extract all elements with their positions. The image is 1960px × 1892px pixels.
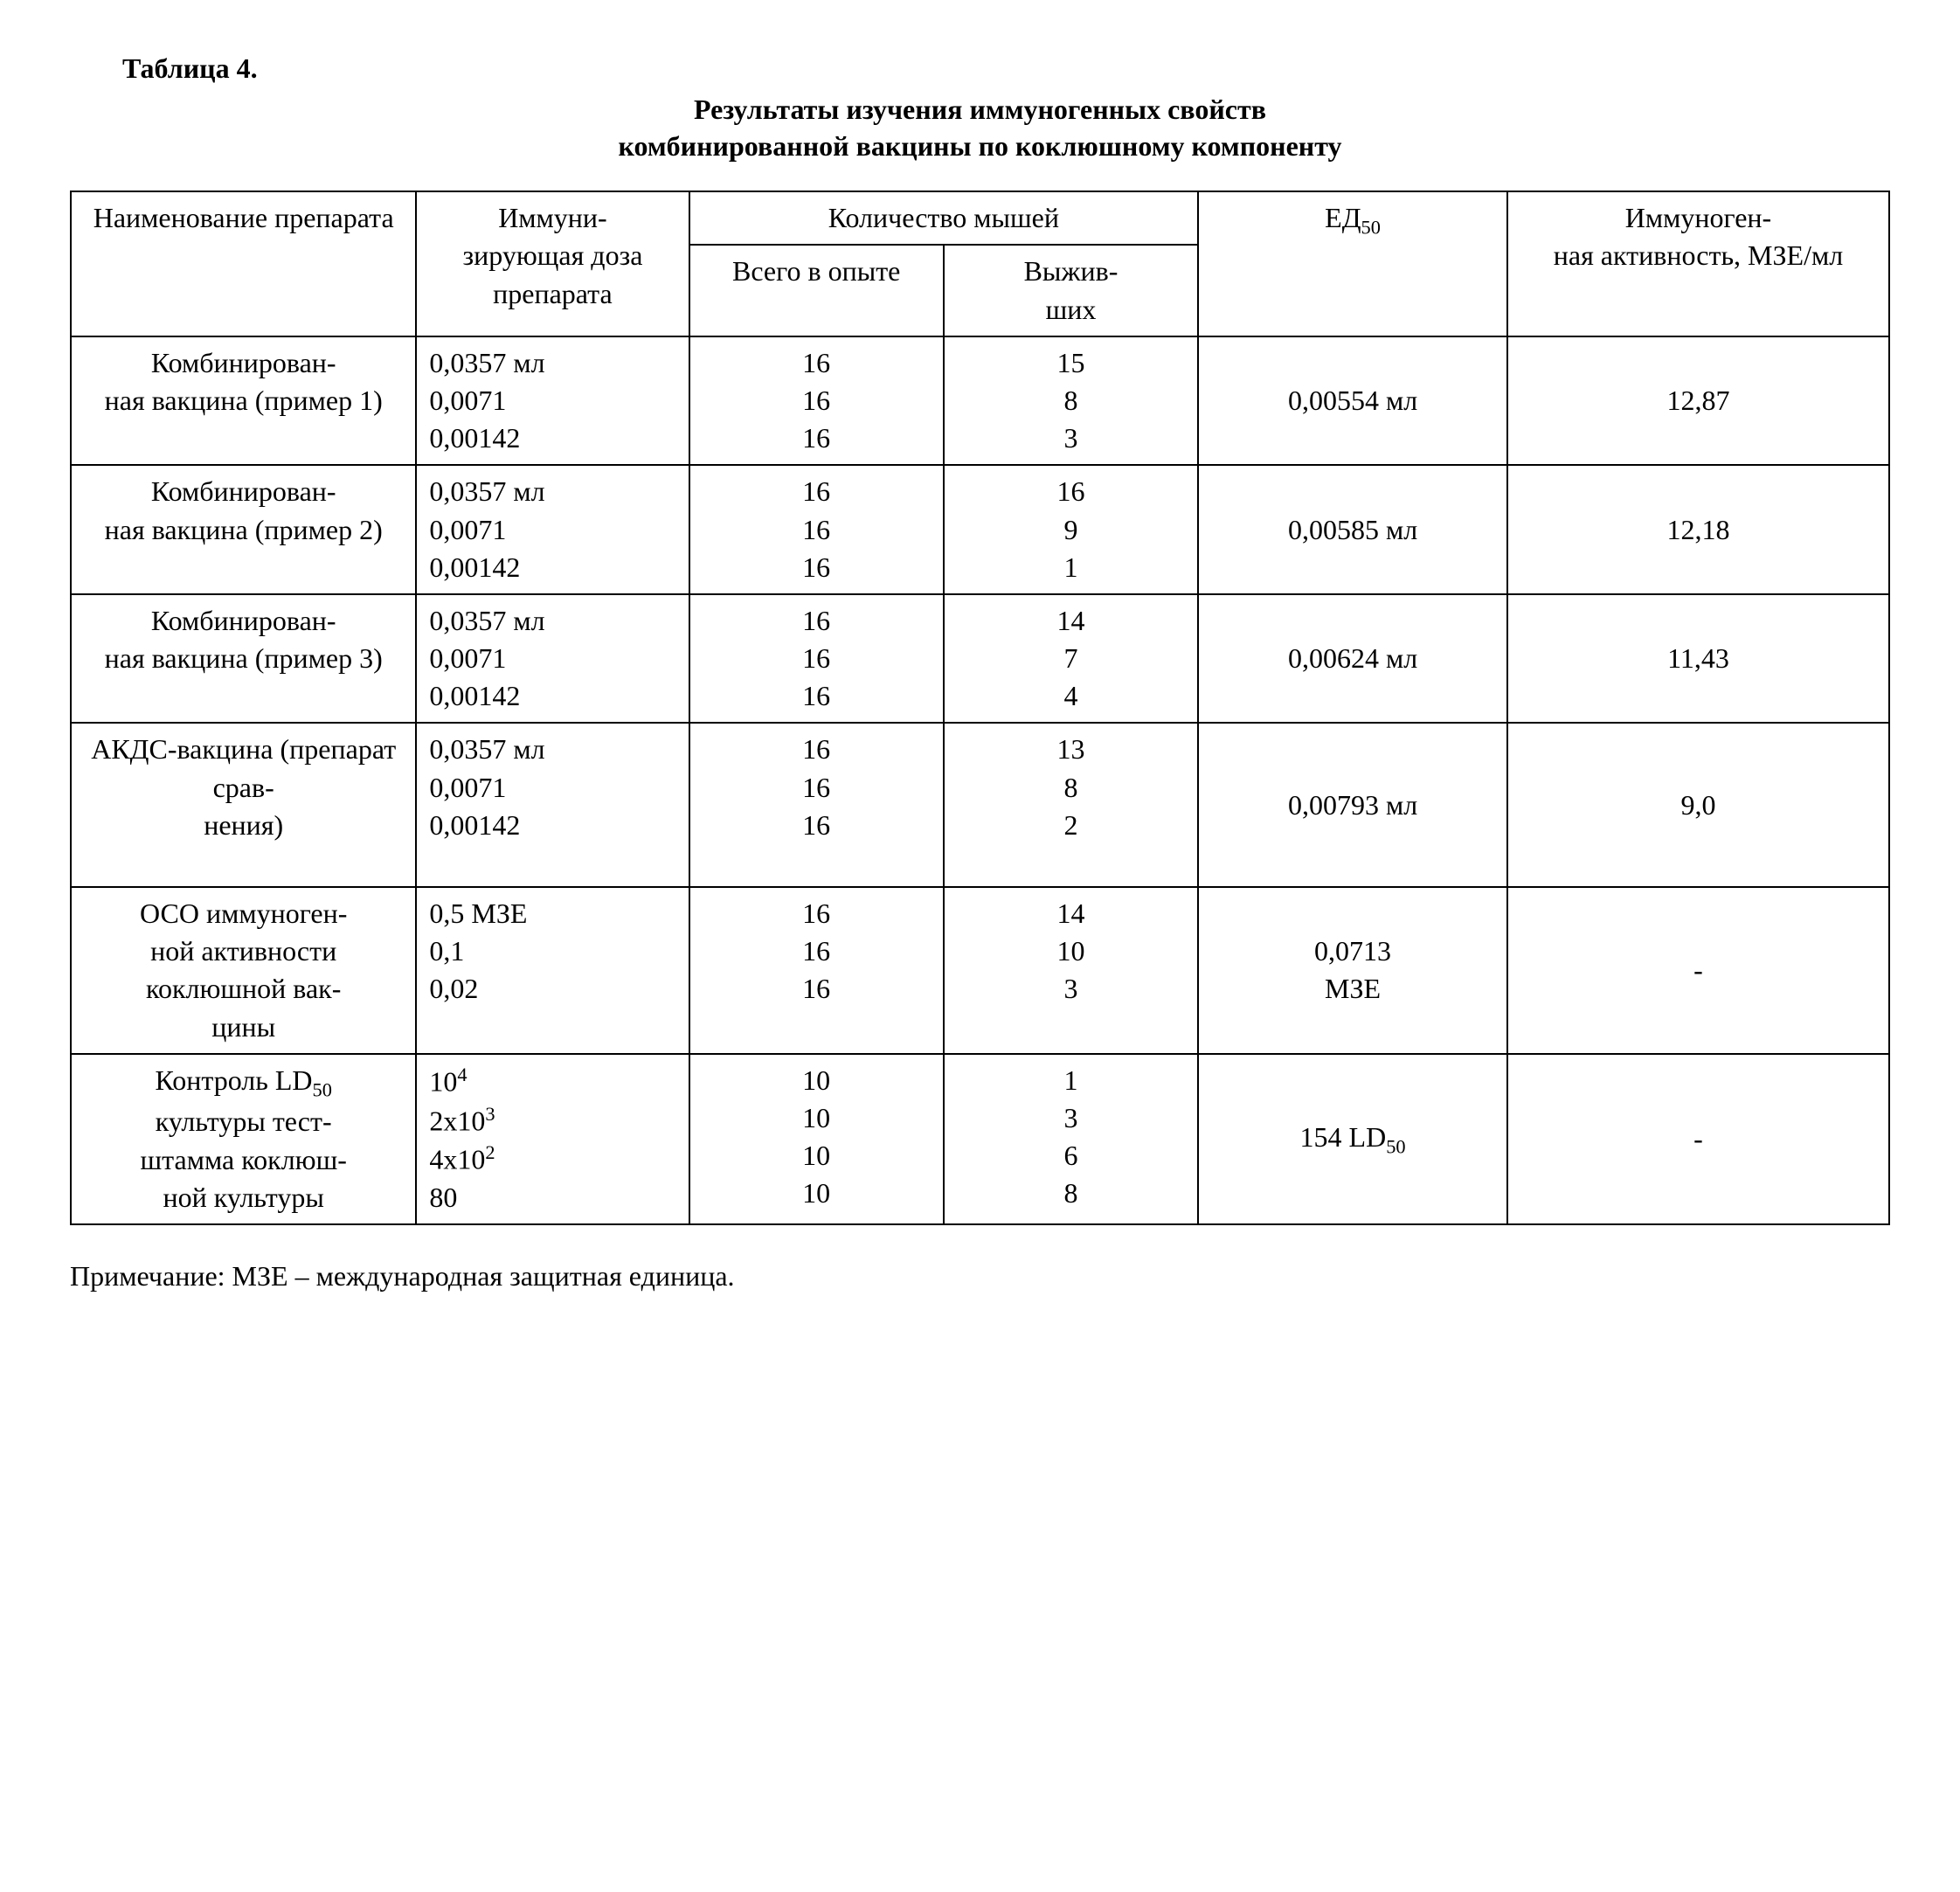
header-mice-surv: Выжив-ших	[944, 245, 1198, 336]
cell-ed50: 0,00554 мл	[1198, 336, 1507, 466]
cell-activity: 11,43	[1507, 594, 1889, 724]
header-activity: Иммуноген-ная активность, МЗЕ/мл	[1507, 191, 1889, 336]
title-line-2: комбинированной вакцины по коклюшному ко…	[618, 130, 1341, 162]
table-cell: 0,0357 мл0,00710,00142	[416, 336, 689, 466]
table-row: АКДС-вакцина (препарат срав-нения)0,0357…	[71, 723, 1889, 887]
table-cell: 161616	[689, 594, 944, 724]
table-cell: 0,0357 мл0,00710,00142	[416, 594, 689, 724]
table-cell: 10101010	[689, 1054, 944, 1225]
cell-name: Комбинирован-ная вакцина (пример 3)	[71, 594, 416, 724]
table-cell: 1583	[944, 336, 1198, 466]
table-row: Комбинирован-ная вакцина (пример 3)0,035…	[71, 594, 1889, 724]
cell-ed50: 0,00585 мл	[1198, 465, 1507, 594]
header-ed50-sub: 50	[1361, 217, 1381, 239]
cell-name: Контроль LD50культуры тест-штамма коклюш…	[71, 1054, 416, 1225]
table-cell: 1474	[944, 594, 1198, 724]
table-cell: 0,0357 мл0,00710,00142	[416, 723, 689, 887]
table-body: Комбинирован-ная вакцина (пример 1)0,035…	[71, 336, 1889, 1225]
header-mice-total: Всего в опыте	[689, 245, 944, 336]
table-row: Комбинирован-ная вакцина (пример 1)0,035…	[71, 336, 1889, 466]
header-name: Наименование препарата	[71, 191, 416, 336]
header-mice-group: Количество мышей	[689, 191, 1199, 245]
results-table: Наименование препарата Иммуни-зирующая д…	[70, 191, 1890, 1225]
cell-ed50: 0,0713МЗЕ	[1198, 887, 1507, 1054]
cell-activity: -	[1507, 887, 1889, 1054]
table-row: ОСО иммуноген-ной активности коклюшной в…	[71, 887, 1889, 1054]
table-cell: 161616	[689, 465, 944, 594]
table-cell: 161616	[689, 723, 944, 887]
table-cell: 1382	[944, 723, 1198, 887]
cell-activity: 9,0	[1507, 723, 1889, 887]
header-ed50: ЕД50	[1198, 191, 1507, 336]
cell-ed50: 0,00793 мл	[1198, 723, 1507, 887]
table-cell: 14103	[944, 887, 1198, 1054]
cell-activity: 12,87	[1507, 336, 1889, 466]
cell-name: АКДС-вакцина (препарат срав-нения)	[71, 723, 416, 887]
title-line-1: Результаты изучения иммуногенных свойств	[694, 94, 1266, 125]
cell-name: Комбинирован-ная вакцина (пример 1)	[71, 336, 416, 466]
table-cell: 1691	[944, 465, 1198, 594]
table-cell: 1368	[944, 1054, 1198, 1225]
cell-ed50: 0,00624 мл	[1198, 594, 1507, 724]
header-row-1: Наименование препарата Иммуни-зирующая д…	[71, 191, 1889, 245]
table-cell: 161616	[689, 887, 944, 1054]
cell-activity: 12,18	[1507, 465, 1889, 594]
table-cell: 0,0357 мл0,00710,00142	[416, 465, 689, 594]
page-title: Результаты изучения иммуногенных свойств…	[70, 92, 1890, 164]
table-row: Комбинирован-ная вакцина (пример 2)0,035…	[71, 465, 1889, 594]
cell-name: Комбинирован-ная вакцина (пример 2)	[71, 465, 416, 594]
cell-ed50: 154 LD50	[1198, 1054, 1507, 1225]
table-cell: 161616	[689, 336, 944, 466]
cell-name: ОСО иммуноген-ной активности коклюшной в…	[71, 887, 416, 1054]
footnote: Примечание: МЗЕ – международная защитная…	[70, 1260, 1890, 1293]
table-cell: 0,5 МЗЕ0,10,02	[416, 887, 689, 1054]
header-ed50-prefix: ЕД	[1325, 202, 1361, 233]
table-label: Таблица 4.	[122, 52, 1890, 85]
cell-activity: -	[1507, 1054, 1889, 1225]
cell-dose: 104 2x103 4x102 80	[416, 1054, 689, 1225]
header-dose: Иммуни-зирующая доза препарата	[416, 191, 689, 336]
table-row: Контроль LD50культуры тест-штамма коклюш…	[71, 1054, 1889, 1225]
